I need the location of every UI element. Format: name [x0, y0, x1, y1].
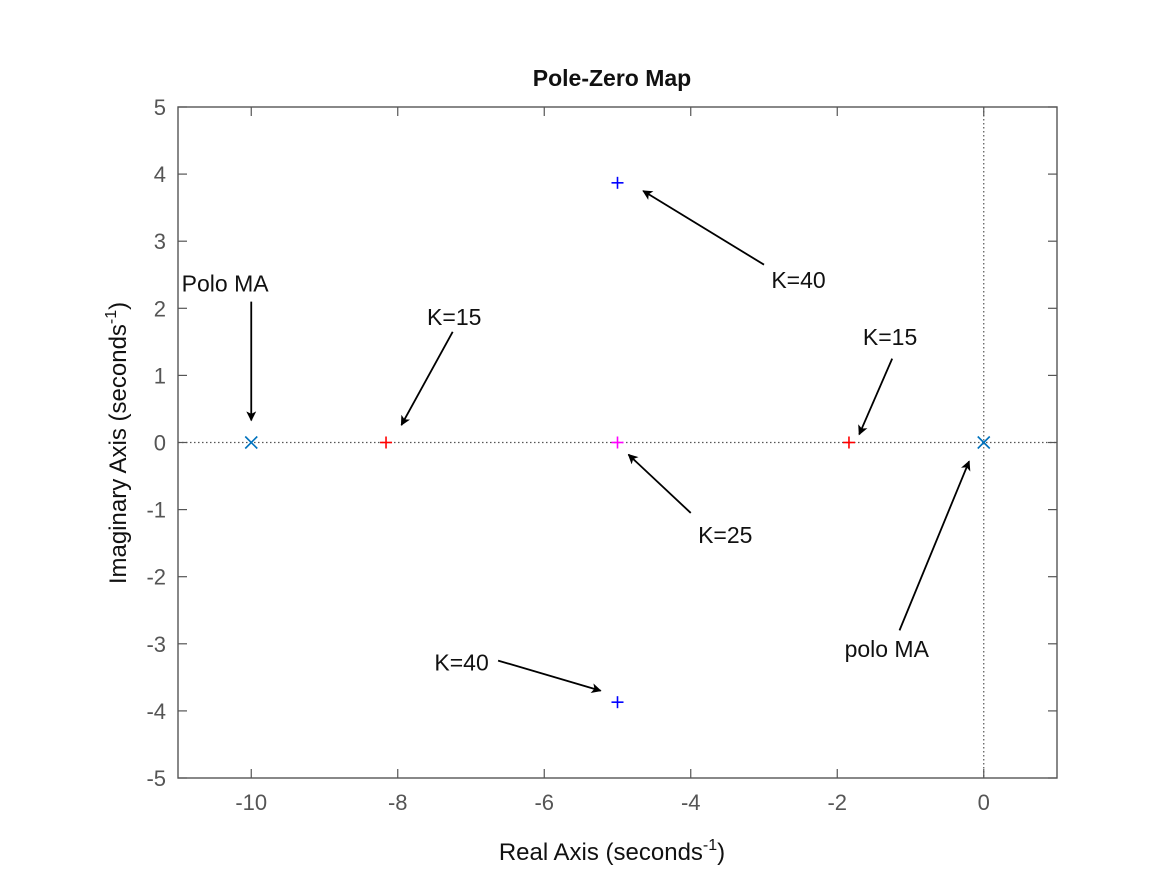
closed-loop-pole-marker: [611, 176, 624, 189]
annotation-arrow: [400, 331, 454, 426]
closed-loop-pole-marker: [611, 696, 624, 709]
annotation-label: K=25: [698, 522, 752, 548]
annotation: K=40: [434, 650, 602, 694]
y-tick-label: -5: [146, 766, 166, 791]
annotation: polo MA: [845, 460, 971, 662]
x-axis: -10 -8 -6 -4 -2 0: [235, 107, 990, 815]
reference-lines: [178, 107, 1057, 778]
closed-loop-pole-marker: [611, 436, 624, 449]
y-tick-label: 1: [154, 363, 166, 388]
annotation-arrow: [642, 190, 765, 266]
annotation-label: K=15: [863, 324, 917, 350]
annotation-arrow: [627, 453, 692, 514]
annotation-arrow: [898, 460, 971, 631]
y-axis: -5 -4 -3 -2 -1 0 1 2 3 4 5: [146, 95, 1057, 791]
annotation-label: K=40: [771, 267, 825, 293]
marker-stroke: [244, 435, 258, 450]
y-tick-label: 5: [154, 95, 166, 120]
x-tick-label: -4: [681, 790, 701, 815]
y-axis-title: Imaginary Axis (seconds-1): [103, 302, 132, 584]
x-tick-label: -8: [388, 790, 408, 815]
pole-marker: [244, 435, 258, 450]
y-tick-label: -3: [146, 632, 166, 657]
x-tick-label: -6: [534, 790, 554, 815]
chart-title: Pole-Zero Map: [533, 65, 691, 91]
closed-loop-pole-marker: [380, 436, 393, 449]
annotation-arrow: [497, 659, 602, 694]
x-axis-title: Real Axis (seconds-1): [499, 837, 725, 866]
y-tick-label: -2: [146, 565, 166, 590]
x-tick-label: -2: [827, 790, 847, 815]
annotation: K=25: [627, 453, 752, 548]
x-tick-label: -10: [235, 790, 267, 815]
closed-loop-pole-marker: [842, 436, 855, 449]
annotation: K=15: [858, 324, 917, 436]
annotation-label: polo MA: [845, 636, 930, 662]
annotation: K=15: [400, 304, 481, 426]
annotation: Polo MA: [182, 271, 270, 422]
y-tick-label: 0: [154, 431, 166, 456]
data-markers: [244, 176, 991, 709]
annotation: K=40: [642, 190, 826, 293]
y-tick-label: -1: [146, 498, 166, 523]
y-tick-label: -4: [146, 699, 166, 724]
y-tick-label: 4: [154, 162, 166, 187]
annotations: Polo MA K=15 K=40 K=15 K=25 polo MA K=40: [182, 190, 971, 694]
x-tick-label: 0: [978, 790, 990, 815]
annotation-label: Polo MA: [182, 271, 270, 297]
marker-stroke: [977, 435, 991, 450]
y-tick-label: 3: [154, 229, 166, 254]
annotation-label: K=40: [434, 650, 488, 676]
pole-marker: [977, 435, 991, 450]
annotation-arrow: [858, 358, 894, 436]
annotation-label: K=15: [427, 304, 481, 330]
y-tick-label: 2: [154, 296, 166, 321]
